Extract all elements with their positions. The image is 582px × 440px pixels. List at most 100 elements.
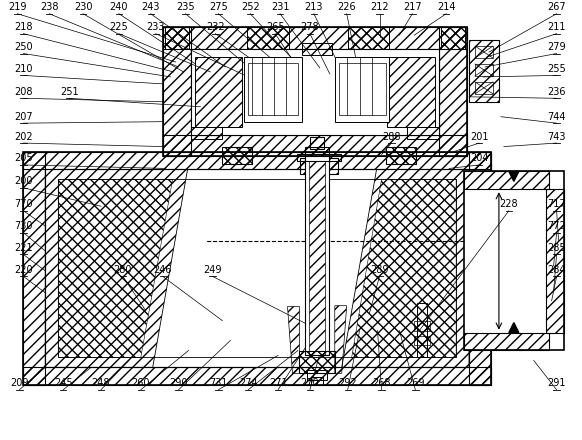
Bar bbox=[335, 57, 389, 122]
Bar bbox=[309, 161, 325, 356]
Text: 204: 204 bbox=[470, 154, 488, 163]
Text: 289: 289 bbox=[370, 265, 389, 275]
Bar bbox=[165, 27, 189, 49]
Text: 267: 267 bbox=[547, 2, 566, 12]
Text: 238: 238 bbox=[40, 2, 59, 12]
Text: 202: 202 bbox=[14, 132, 33, 142]
Bar bbox=[464, 172, 563, 351]
Text: 225: 225 bbox=[109, 22, 128, 32]
Text: 249: 249 bbox=[203, 265, 222, 275]
Bar bbox=[414, 321, 430, 330]
Text: 218: 218 bbox=[14, 22, 33, 32]
Text: 220: 220 bbox=[14, 265, 33, 275]
Bar bbox=[194, 57, 242, 127]
Text: 245: 245 bbox=[54, 378, 73, 388]
Bar bbox=[475, 82, 493, 94]
Text: 255: 255 bbox=[547, 64, 566, 74]
Bar bbox=[23, 367, 491, 385]
Text: 279: 279 bbox=[547, 42, 566, 52]
Text: 211: 211 bbox=[547, 22, 566, 32]
Text: 236: 236 bbox=[547, 87, 566, 97]
Bar bbox=[347, 27, 389, 55]
Text: 243: 243 bbox=[141, 2, 160, 12]
Bar bbox=[190, 127, 222, 139]
Bar bbox=[163, 27, 467, 49]
Text: 250: 250 bbox=[14, 42, 33, 52]
Polygon shape bbox=[509, 323, 519, 333]
Text: 288: 288 bbox=[382, 132, 401, 142]
Bar bbox=[307, 370, 327, 380]
Text: 208: 208 bbox=[14, 87, 33, 97]
Bar bbox=[302, 43, 332, 55]
Bar bbox=[311, 378, 323, 385]
Text: 246: 246 bbox=[154, 265, 172, 275]
Text: 717: 717 bbox=[547, 199, 566, 209]
Bar bbox=[190, 49, 439, 135]
Bar bbox=[388, 57, 435, 127]
Bar bbox=[414, 336, 430, 345]
Text: 240: 240 bbox=[109, 2, 128, 12]
Text: 251: 251 bbox=[60, 87, 79, 97]
Text: 209: 209 bbox=[10, 378, 29, 388]
Bar bbox=[386, 147, 416, 165]
Text: 233: 233 bbox=[147, 22, 165, 32]
Text: 226: 226 bbox=[338, 2, 356, 12]
Text: 274: 274 bbox=[239, 378, 258, 388]
Text: 201: 201 bbox=[470, 132, 488, 142]
Text: 271: 271 bbox=[269, 378, 288, 388]
Bar bbox=[297, 154, 340, 161]
Text: 232: 232 bbox=[206, 22, 225, 32]
Bar bbox=[23, 151, 45, 385]
Text: 285: 285 bbox=[547, 243, 566, 253]
Bar bbox=[305, 147, 329, 165]
Bar bbox=[23, 151, 491, 169]
Text: 230: 230 bbox=[74, 2, 93, 12]
Text: 235: 235 bbox=[176, 2, 195, 12]
Bar bbox=[163, 135, 467, 157]
Bar bbox=[439, 27, 467, 157]
Text: 278: 278 bbox=[300, 22, 319, 32]
Text: 207: 207 bbox=[14, 112, 33, 122]
Bar bbox=[244, 57, 302, 122]
Bar bbox=[464, 333, 549, 351]
Bar bbox=[23, 151, 491, 385]
Text: 280: 280 bbox=[113, 265, 132, 275]
Text: 744: 744 bbox=[547, 112, 566, 122]
Text: 200: 200 bbox=[14, 176, 33, 186]
Bar bbox=[546, 189, 563, 333]
Bar bbox=[222, 147, 252, 165]
Text: 292: 292 bbox=[338, 378, 357, 388]
Bar bbox=[339, 63, 385, 115]
Text: 221: 221 bbox=[14, 243, 33, 253]
Text: 268: 268 bbox=[372, 378, 391, 388]
Text: 731: 731 bbox=[209, 378, 228, 388]
Bar bbox=[163, 27, 190, 157]
Text: 248: 248 bbox=[92, 378, 110, 388]
Bar bbox=[310, 162, 324, 174]
Bar bbox=[305, 157, 329, 356]
Text: 770: 770 bbox=[14, 199, 33, 209]
Text: 290: 290 bbox=[169, 378, 188, 388]
Text: 275: 275 bbox=[209, 2, 228, 12]
Bar bbox=[45, 169, 469, 367]
Text: 228: 228 bbox=[499, 199, 518, 209]
Text: 214: 214 bbox=[437, 2, 456, 12]
Polygon shape bbox=[509, 172, 519, 181]
Text: 284: 284 bbox=[547, 265, 566, 275]
Text: 743: 743 bbox=[547, 132, 566, 142]
Text: 231: 231 bbox=[271, 2, 289, 12]
Text: 219: 219 bbox=[8, 2, 27, 12]
Text: 252: 252 bbox=[241, 2, 260, 12]
Bar bbox=[163, 27, 467, 157]
Text: 265: 265 bbox=[266, 22, 285, 32]
Text: 772: 772 bbox=[547, 221, 566, 231]
Bar bbox=[249, 63, 298, 115]
Text: 213: 213 bbox=[304, 2, 323, 12]
Bar bbox=[310, 136, 324, 149]
Text: 730: 730 bbox=[14, 221, 33, 231]
Text: 217: 217 bbox=[403, 2, 422, 12]
Bar bbox=[58, 180, 456, 357]
Bar bbox=[475, 46, 493, 58]
Text: 210: 210 bbox=[14, 64, 33, 74]
Bar bbox=[475, 64, 493, 76]
